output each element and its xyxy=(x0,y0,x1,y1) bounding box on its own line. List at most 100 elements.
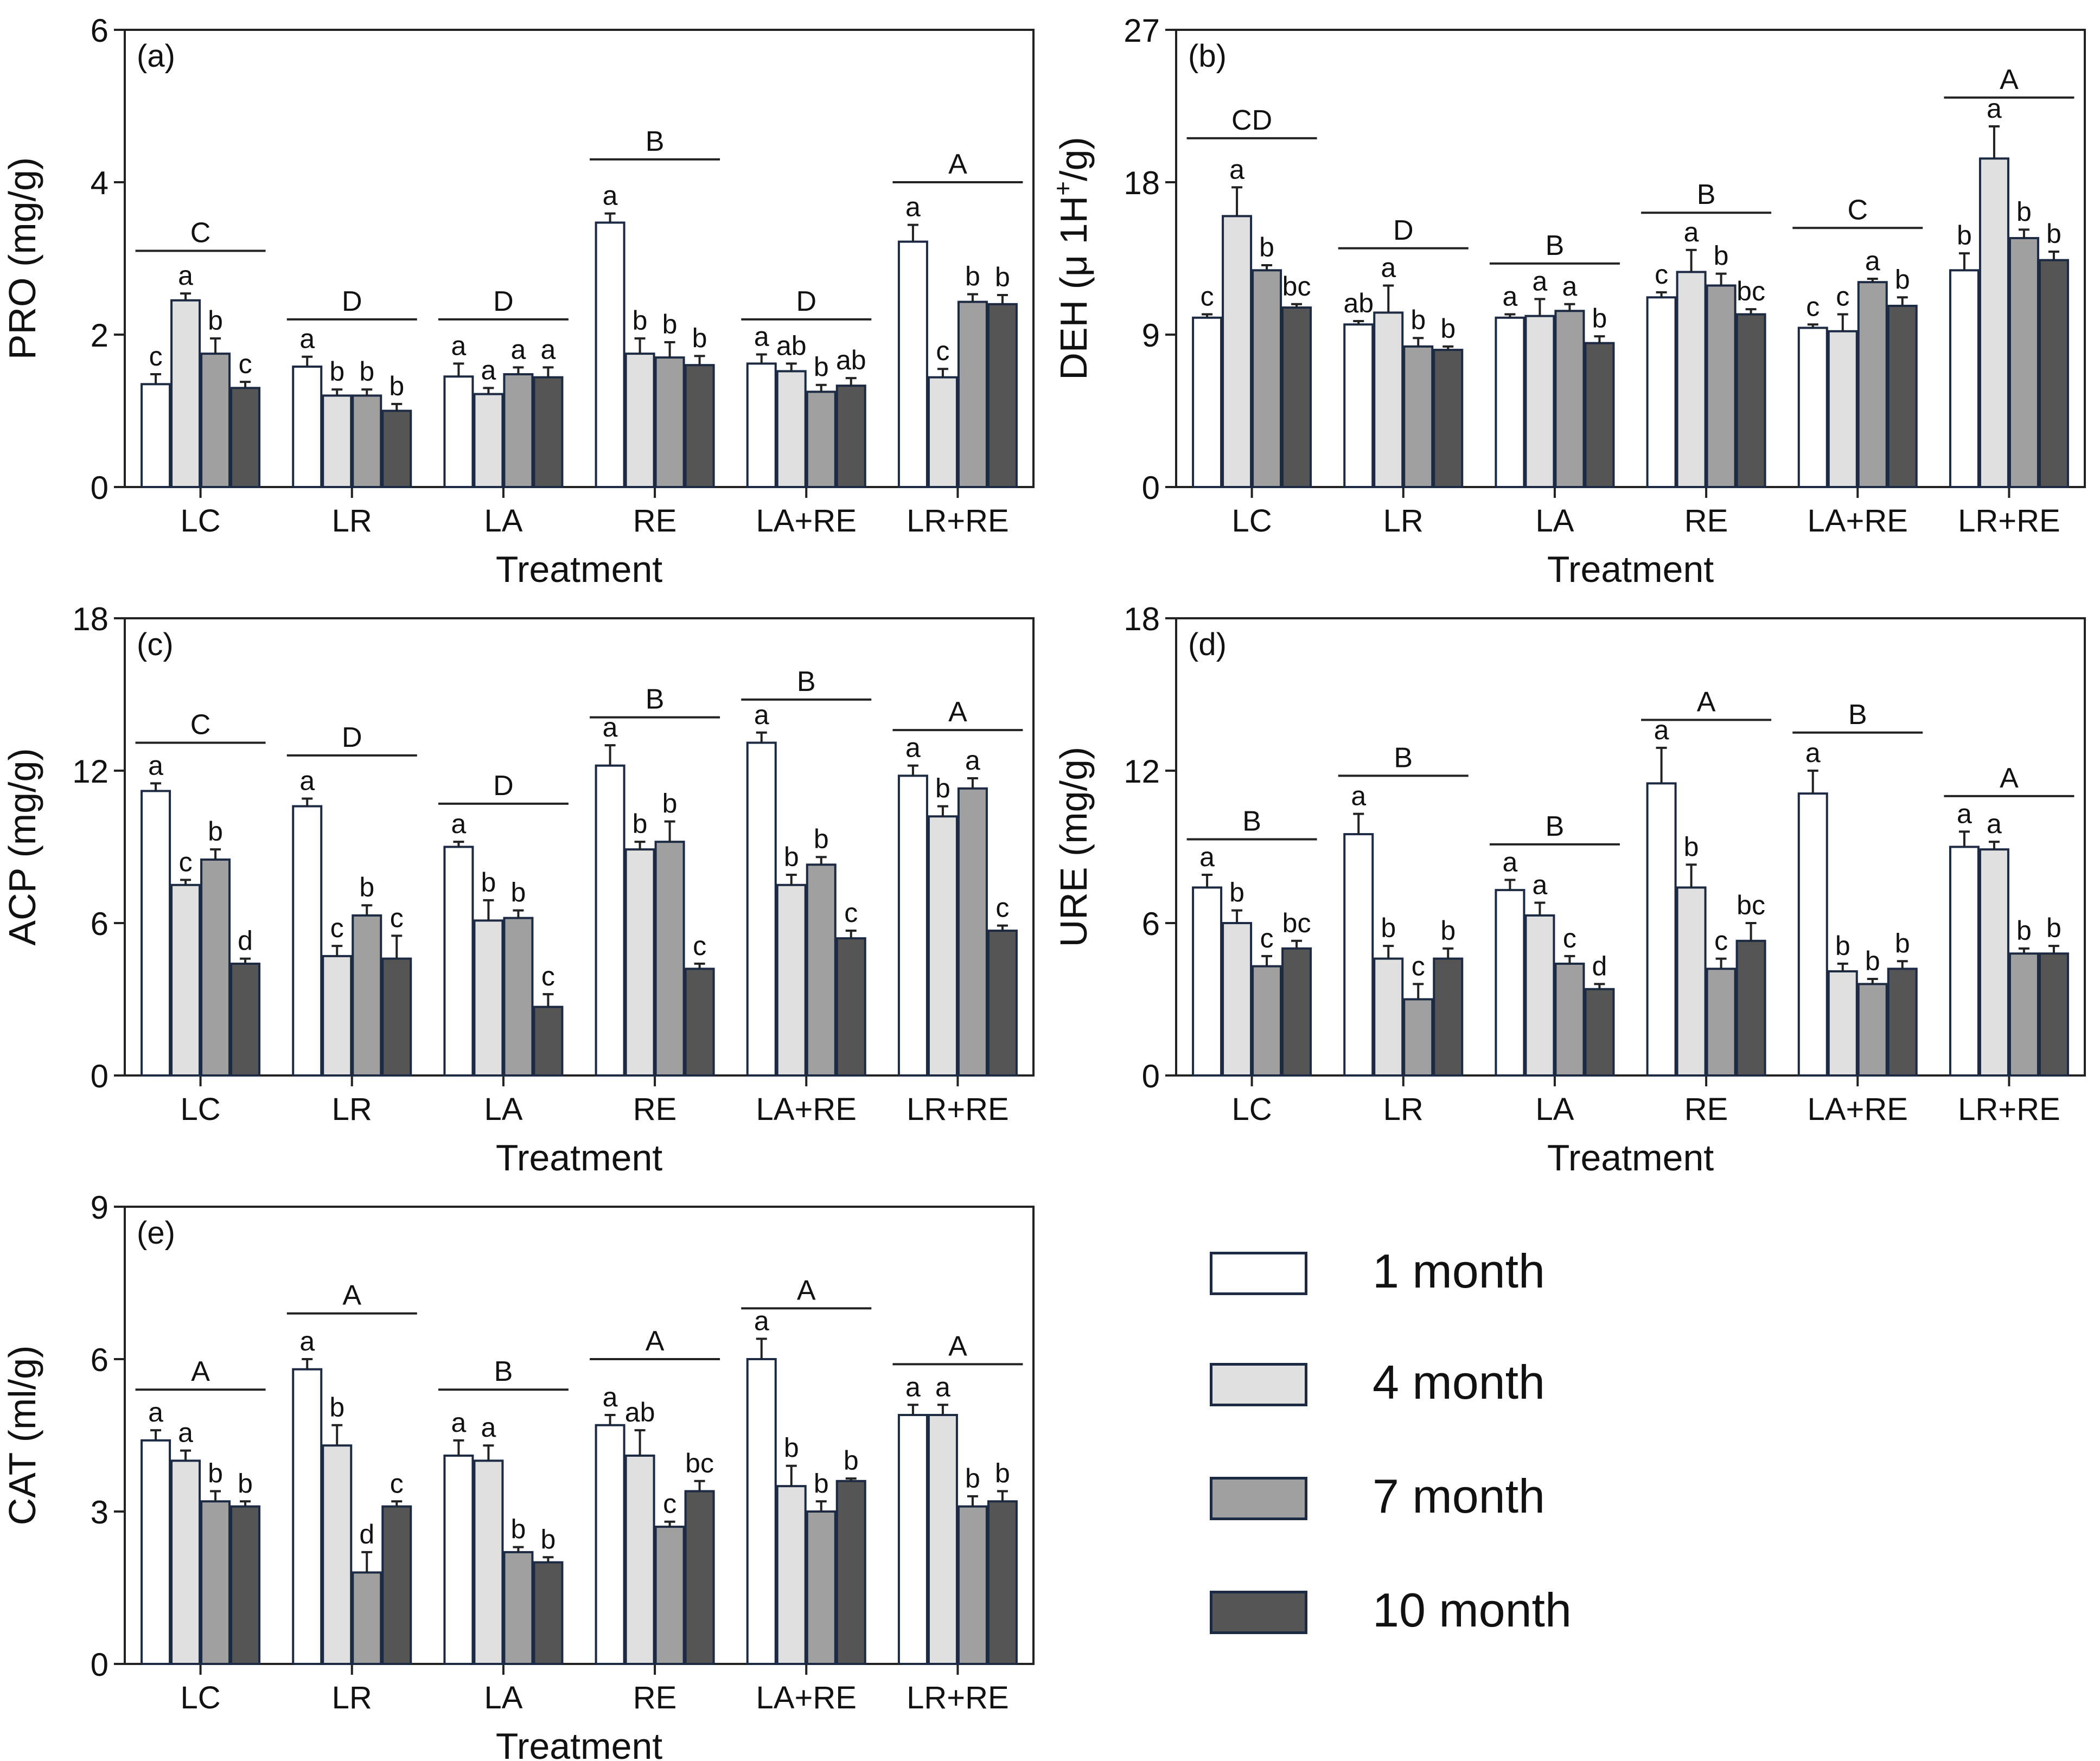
legend-swatch-7-month xyxy=(1210,1477,1307,1520)
bar xyxy=(170,1459,201,1665)
bar xyxy=(776,1485,807,1666)
significance-letter: b xyxy=(1592,303,1607,334)
bar xyxy=(595,221,625,488)
significance-letter: b xyxy=(1440,915,1456,946)
bar xyxy=(957,300,988,489)
x-tick-label: LC xyxy=(1232,1092,1272,1127)
bar xyxy=(322,394,353,489)
group-letter: A xyxy=(342,1280,361,1311)
group-letter: A xyxy=(191,1356,210,1387)
bar xyxy=(1403,345,1434,488)
group-letter: B xyxy=(1546,230,1565,261)
group-letter: D xyxy=(342,286,362,317)
bar xyxy=(1252,965,1282,1077)
significance-letter: b xyxy=(208,816,223,847)
significance-letter: bc xyxy=(1282,908,1311,938)
significance-letter: b xyxy=(814,824,829,854)
bar xyxy=(1222,215,1253,488)
bar xyxy=(1403,998,1434,1077)
group-letter: A xyxy=(2000,64,2019,95)
group-letter: A xyxy=(1697,686,1716,718)
x-tick-label: LA xyxy=(484,503,522,539)
bar xyxy=(1949,269,1980,488)
bar xyxy=(927,376,958,488)
bar xyxy=(1706,284,1737,488)
significance-letter: b xyxy=(692,323,707,353)
legend: 1 month 4 month 7 month 10 month xyxy=(1210,1237,1861,1752)
bar xyxy=(957,1505,988,1665)
significance-letter: a xyxy=(481,1412,496,1443)
significance-letter: bc xyxy=(1737,890,1765,920)
significance-letter: a xyxy=(511,334,526,364)
group-letter: B xyxy=(646,126,665,157)
group-letter: A xyxy=(948,149,967,180)
x-tick-label: LR+RE xyxy=(907,1092,1009,1127)
significance-letter: c xyxy=(995,893,1009,923)
significance-letter: b xyxy=(662,309,678,340)
bar xyxy=(1797,792,1828,1077)
significance-letter: a xyxy=(1987,809,2002,839)
significance-letter: c xyxy=(1260,923,1274,953)
significance-letter: a xyxy=(905,192,921,222)
bar xyxy=(1887,304,1918,489)
x-tick-label: LR xyxy=(332,503,372,539)
significance-letter: b xyxy=(238,1468,253,1499)
y-tick-label: 0 xyxy=(1142,470,1160,506)
y-tick-label: 9 xyxy=(1142,317,1160,354)
x-tick-label: LC xyxy=(181,1092,221,1127)
x-tick-label: LA+RE xyxy=(756,503,857,539)
bar xyxy=(897,240,928,488)
group-letter: B xyxy=(1242,805,1261,837)
x-tick-label: LR xyxy=(332,1680,372,1715)
legend-swatch-4-month xyxy=(1210,1363,1307,1406)
x-tick-label: LA+RE xyxy=(1808,1092,1908,1127)
bar xyxy=(624,353,655,488)
group-letter: D xyxy=(493,286,514,317)
bar xyxy=(684,968,715,1077)
bar xyxy=(1222,922,1253,1077)
x-tick-label: LR+RE xyxy=(907,503,1009,539)
legend-swatch-1-month xyxy=(1210,1252,1307,1295)
bar xyxy=(1827,330,1858,488)
y-tick-label: 18 xyxy=(72,601,108,637)
bar xyxy=(352,1571,382,1665)
x-axis-label: Treatment xyxy=(496,1137,662,1179)
panel-label: (c) xyxy=(137,627,174,662)
x-tick-label: LA+RE xyxy=(1808,503,1908,539)
group-letter: B xyxy=(797,666,816,697)
bar xyxy=(684,364,715,489)
x-tick-label: LR xyxy=(1383,1092,1424,1127)
bar xyxy=(1343,833,1374,1077)
bar xyxy=(654,841,685,1077)
significance-letter: a xyxy=(603,181,618,211)
x-tick-label: RE xyxy=(633,1680,677,1715)
bar xyxy=(352,394,382,489)
panel-label: (d) xyxy=(1188,627,1227,662)
significance-letter: d xyxy=(1592,951,1607,981)
significance-letter: c xyxy=(1563,923,1576,953)
group-letter: B xyxy=(1697,179,1716,210)
bar xyxy=(835,385,866,489)
panel-label: (e) xyxy=(137,1215,175,1251)
bar xyxy=(2038,259,2069,488)
significance-letter: b xyxy=(814,352,829,382)
bar xyxy=(624,848,655,1077)
significance-letter: b xyxy=(329,356,344,387)
bar xyxy=(503,917,534,1077)
legend-item-4-month: 4 month xyxy=(1210,1348,1861,1413)
significance-letter: b xyxy=(1381,913,1396,943)
bar xyxy=(473,393,504,489)
bar xyxy=(654,356,685,489)
significance-letter: d xyxy=(359,1519,374,1549)
x-tick-label: RE xyxy=(633,503,677,539)
group-letter: B xyxy=(494,1356,513,1387)
significance-letter: a xyxy=(754,700,769,730)
significance-letter: a xyxy=(299,1326,315,1356)
significance-letter: b xyxy=(633,305,648,336)
y-tick-label: 27 xyxy=(1124,12,1160,49)
significance-letter: a xyxy=(1381,252,1396,283)
y-tick-label: 4 xyxy=(91,165,108,201)
